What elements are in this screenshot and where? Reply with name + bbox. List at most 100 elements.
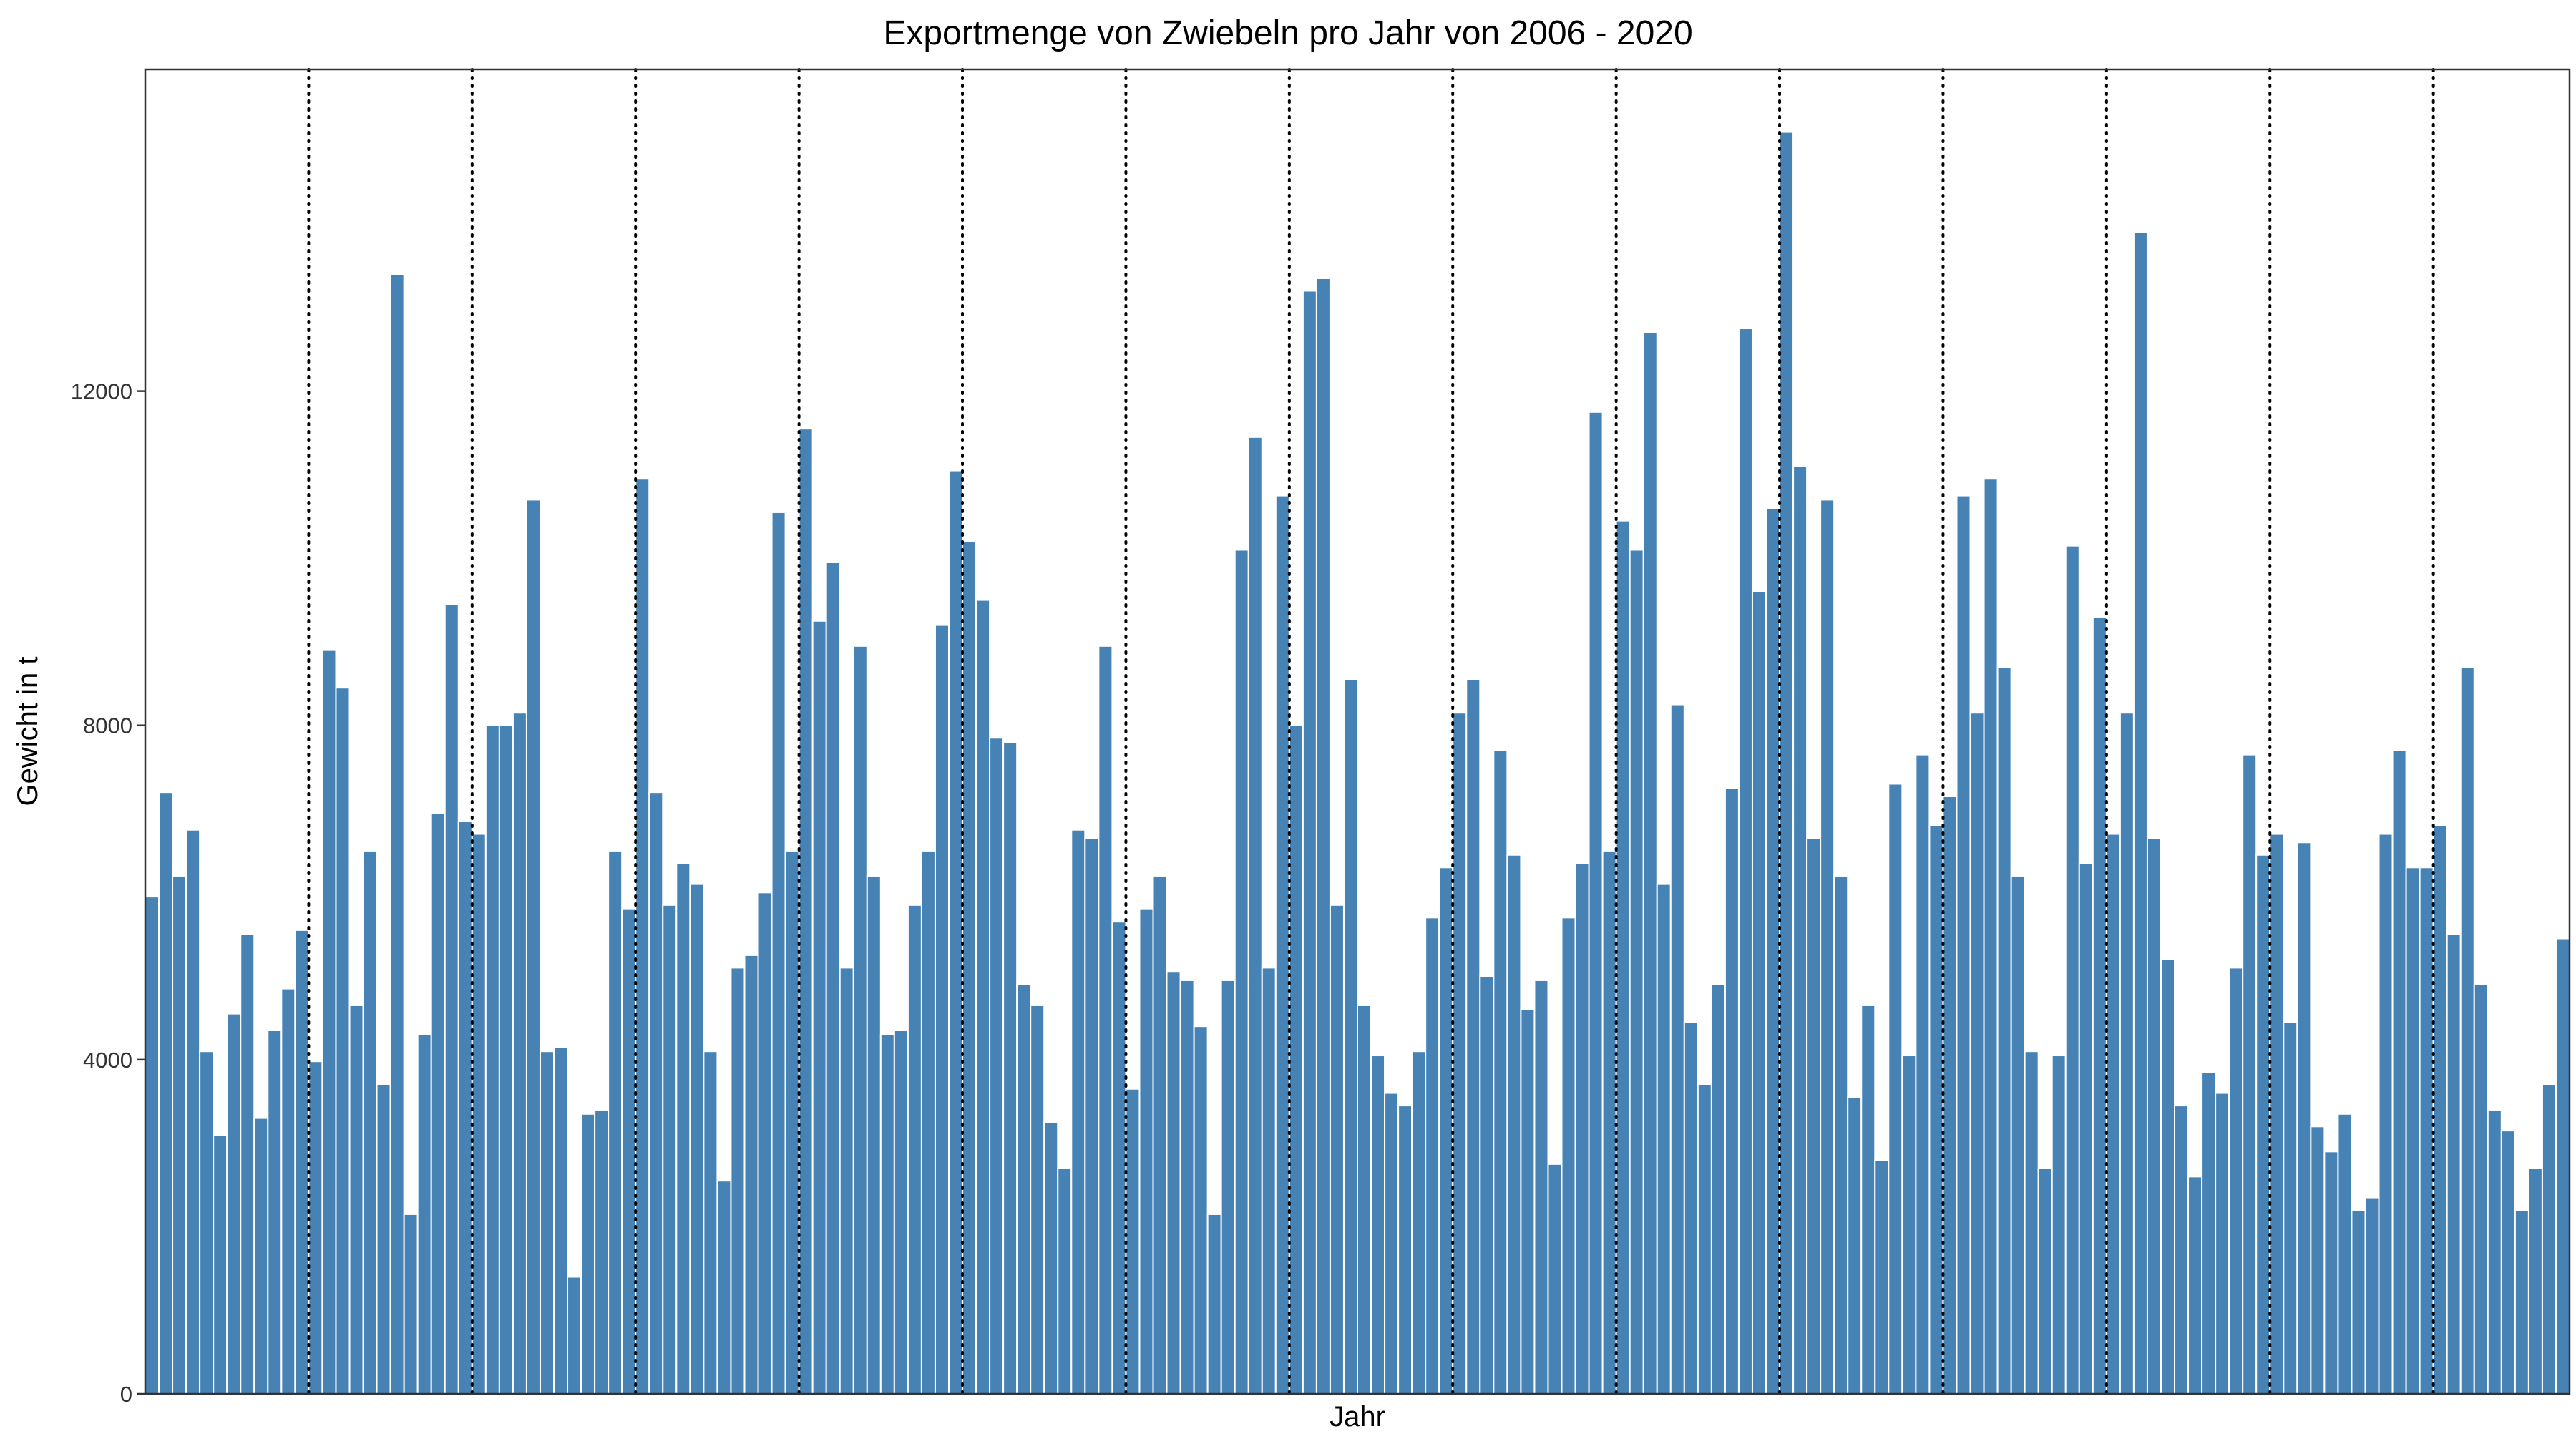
bar — [2105, 833, 2121, 1395]
bar — [1942, 796, 1958, 1395]
bar — [2078, 862, 2094, 1395]
bar — [2160, 958, 2176, 1395]
bar — [2351, 1209, 2366, 1395]
bar — [525, 499, 541, 1395]
bar — [1888, 783, 1903, 1395]
bar — [1493, 749, 1508, 1395]
bar — [457, 821, 473, 1395]
bar — [240, 933, 255, 1395]
bar — [852, 645, 868, 1395]
bar — [1724, 787, 1740, 1395]
bar — [444, 603, 459, 1395]
bar — [416, 1033, 432, 1395]
bar — [1642, 331, 1658, 1395]
bar — [1288, 724, 1304, 1395]
bar — [280, 987, 296, 1395]
bar — [1615, 519, 1631, 1395]
bar — [866, 874, 882, 1395]
bar — [539, 1050, 555, 1395]
bar — [1411, 1050, 1427, 1395]
bar — [158, 791, 174, 1395]
bar — [1315, 277, 1331, 1395]
bar — [1751, 590, 1767, 1395]
bar — [1206, 1213, 1222, 1395]
bar — [1479, 975, 1495, 1395]
bar — [798, 428, 814, 1395]
bar — [484, 724, 500, 1395]
bar — [2228, 967, 2244, 1395]
bar — [321, 649, 337, 1395]
bar — [403, 1213, 419, 1395]
bar — [1561, 917, 1576, 1395]
plot-frame — [144, 68, 2571, 1395]
bar — [308, 1060, 323, 1395]
bars-layer — [145, 131, 2570, 1395]
bar — [580, 1113, 596, 1395]
x-axis-title: Jahr — [1330, 1401, 1385, 1433]
bar — [1030, 1004, 1045, 1395]
bar — [172, 874, 187, 1395]
bar — [1629, 549, 1644, 1395]
bar — [376, 1083, 391, 1395]
bar — [2432, 824, 2448, 1395]
bar — [2037, 1167, 2053, 1395]
bar — [2391, 749, 2407, 1395]
bar — [608, 849, 623, 1395]
bar — [1915, 753, 1931, 1395]
bar — [1247, 436, 1263, 1395]
bar — [294, 929, 310, 1395]
year-separators — [307, 68, 2435, 1395]
bar — [2296, 841, 2312, 1395]
bar — [811, 620, 827, 1395]
bar — [1016, 983, 1032, 1395]
bar — [2215, 1092, 2230, 1395]
bar — [2323, 1151, 2339, 1395]
bar — [1384, 1092, 1400, 1395]
bar — [621, 908, 637, 1395]
bar — [1928, 824, 1944, 1395]
bar — [1465, 678, 1481, 1395]
bar — [1329, 904, 1345, 1395]
bar — [1765, 507, 1781, 1395]
bar — [2242, 753, 2258, 1395]
y-tick-label: 4000 — [83, 1048, 132, 1073]
bar — [471, 833, 487, 1395]
bar — [1601, 849, 1617, 1395]
bar — [145, 896, 160, 1395]
bar — [2283, 1021, 2298, 1395]
bar — [662, 904, 678, 1395]
bar — [2010, 874, 2026, 1395]
bar — [553, 1046, 569, 1395]
bar — [1220, 979, 1236, 1395]
bar — [199, 1050, 215, 1395]
bar — [2051, 1055, 2067, 1395]
bar — [757, 892, 773, 1395]
bar — [1533, 979, 1549, 1395]
bar — [430, 812, 446, 1395]
bar — [1342, 678, 1358, 1395]
bar — [1138, 908, 1154, 1395]
bar — [512, 712, 527, 1395]
bar — [253, 1117, 269, 1395]
bar — [2064, 545, 2080, 1395]
bar — [2419, 867, 2434, 1395]
bar — [730, 967, 746, 1395]
bar — [362, 849, 378, 1395]
bar — [2024, 1050, 2039, 1395]
bar — [716, 1180, 732, 1395]
bar — [348, 1004, 364, 1395]
bar — [1710, 983, 1726, 1395]
bar — [2473, 983, 2489, 1395]
bar — [185, 829, 201, 1395]
bar — [2405, 867, 2421, 1395]
bar — [1357, 1004, 1372, 1395]
bar — [1779, 131, 1795, 1395]
bar — [1098, 645, 1113, 1395]
bar — [825, 562, 841, 1395]
bar — [594, 1108, 610, 1395]
bar — [1574, 862, 1590, 1395]
bar — [2146, 837, 2162, 1395]
bar — [1438, 867, 1454, 1395]
bar — [1806, 837, 1822, 1395]
